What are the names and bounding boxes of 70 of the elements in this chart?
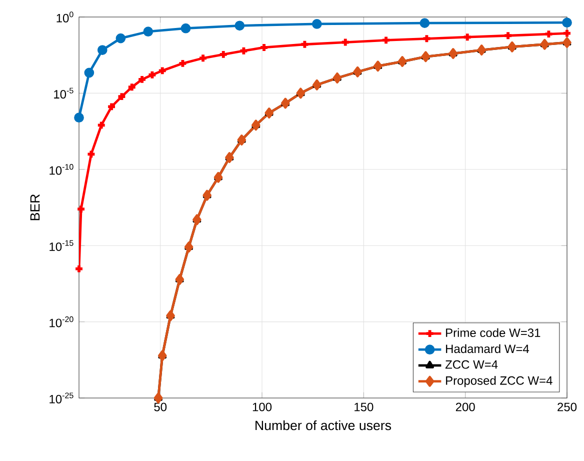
- y-tick-label: 10$^{-10}$: [50, 164, 74, 175]
- point: [300, 39, 310, 50]
- point: [540, 38, 550, 50]
- point: [84, 68, 94, 78]
- point: [280, 98, 290, 109]
- y-tick-label: 10$^{-20}$: [50, 316, 74, 328]
- point: [175, 274, 184, 285]
- point: [448, 48, 458, 60]
- legend-label: Prime code W=31: [446, 328, 540, 338]
- point: [332, 72, 342, 84]
- point: [126, 82, 137, 92]
- x-tick-label: 150: [354, 402, 374, 412]
- x-axis-title: Number of active users: [256, 420, 392, 430]
- point: [312, 79, 322, 90]
- y-tick-label: 10$^{-25}$: [50, 392, 74, 404]
- legend-label: ZCC W=4: [445, 360, 498, 369]
- point: [381, 35, 391, 46]
- point: [74, 112, 84, 123]
- point: [312, 19, 322, 29]
- point: [214, 172, 223, 183]
- point: [420, 18, 430, 28]
- point: [252, 120, 260, 131]
- y-tick-label: 10$^{-15}$: [50, 240, 74, 251]
- point: [234, 20, 245, 31]
- point: [296, 88, 306, 99]
- point: [562, 37, 572, 48]
- point: [147, 70, 158, 80]
- y-tick-label: 10$^{-5}$: [54, 88, 74, 99]
- point: [198, 53, 208, 64]
- y-tick-label: 10$^{0}$: [56, 12, 74, 22]
- point: [86, 149, 96, 160]
- legend-label: Proposed ZCC W=4: [446, 376, 552, 388]
- point: [508, 41, 517, 52]
- point: [238, 46, 249, 56]
- point: [97, 45, 108, 55]
- point: [116, 33, 126, 44]
- point: [154, 392, 163, 404]
- point: [237, 134, 246, 146]
- point: [562, 18, 572, 28]
- point: [137, 74, 147, 84]
- point: [106, 102, 116, 112]
- point: [96, 120, 106, 130]
- x-tick-label: 50: [154, 402, 167, 412]
- point: [184, 242, 194, 253]
- point: [143, 26, 154, 37]
- point: [353, 66, 362, 78]
- point: [477, 44, 486, 56]
- point: [421, 51, 430, 62]
- point: [158, 350, 167, 362]
- point: [398, 56, 407, 67]
- point: [225, 152, 234, 164]
- point: [374, 60, 382, 72]
- point: [503, 30, 513, 41]
- point: [166, 310, 175, 322]
- legend-label: Hadamard W=4: [446, 344, 530, 354]
- x-tick-label: 250: [558, 402, 577, 412]
- point: [264, 108, 274, 118]
- point: [462, 32, 472, 42]
- point: [202, 190, 212, 201]
- point: [180, 23, 191, 34]
- point: [192, 214, 202, 226]
- point: [544, 29, 554, 39]
- point: [76, 204, 86, 214]
- x-tick-label: 100: [252, 402, 272, 412]
- x-tick-label: 200: [456, 402, 475, 412]
- y-axis-title: BER: [30, 194, 40, 220]
- point: [340, 37, 350, 48]
- point: [422, 34, 432, 44]
- point: [157, 66, 168, 76]
- point: [259, 42, 269, 52]
